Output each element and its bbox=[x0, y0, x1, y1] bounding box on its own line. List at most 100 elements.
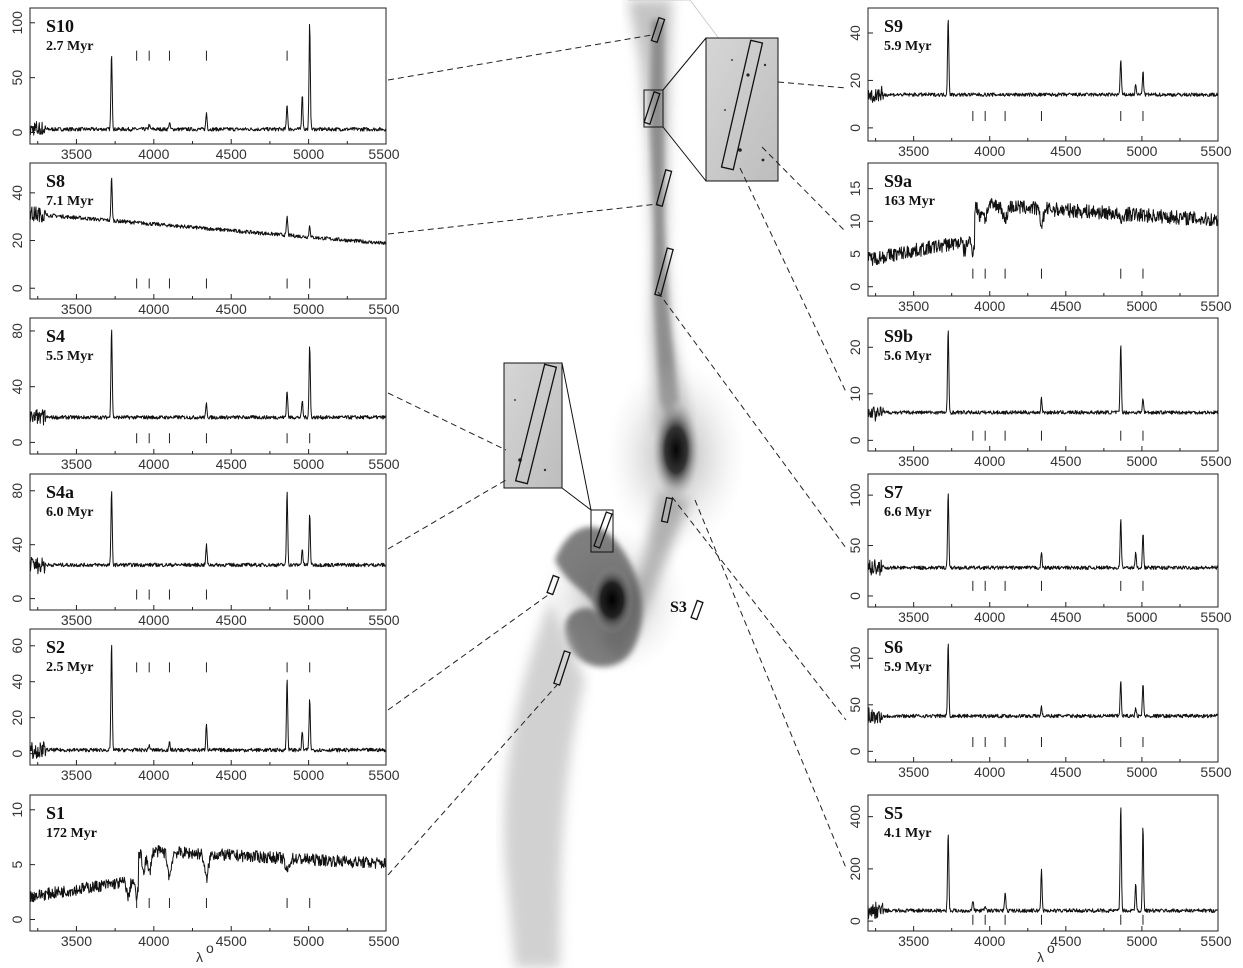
x-tick-label: 5500 bbox=[1200, 933, 1231, 949]
x-tick-label: 5500 bbox=[1200, 764, 1231, 780]
slit-s3 bbox=[690, 599, 704, 621]
y-tick-label: 0 bbox=[847, 436, 863, 444]
x-tick-label: 3500 bbox=[61, 301, 92, 317]
y-tick-label: 0 bbox=[847, 124, 863, 132]
x-tick-label: 5000 bbox=[293, 612, 324, 628]
x-tick-label: 4500 bbox=[1050, 298, 1081, 314]
y-tick-label: 0 bbox=[9, 284, 25, 292]
y-tick-label: 20 bbox=[9, 233, 25, 249]
x-tick-label: 5000 bbox=[293, 301, 324, 317]
y-tick-label: 50 bbox=[847, 697, 863, 713]
spectrum-panel-s2: 0 20 40 60 3500 4000 4500 5000 5500 S2 2.5 Myr bbox=[9, 628, 400, 783]
zoom-box-north bbox=[643, 89, 664, 128]
spectrum-line bbox=[867, 493, 1219, 576]
y-tick-label: 80 bbox=[9, 483, 25, 499]
x-tick-label: 3500 bbox=[61, 612, 92, 628]
x-tick-label: 4500 bbox=[216, 301, 247, 317]
spectrum-panel-s1: 0 5 10 3500 4000 4500 5000 5500 S1 172 Myr bbox=[9, 794, 400, 949]
slit-s8 bbox=[655, 169, 673, 207]
slit-s1 bbox=[553, 650, 571, 686]
svg-text:o: o bbox=[1047, 940, 1055, 956]
y-tick-label: 100 bbox=[9, 11, 25, 35]
x-tick-label: 3500 bbox=[898, 298, 929, 314]
x-tick-label: 3500 bbox=[898, 453, 929, 469]
zoom-box-south bbox=[590, 509, 614, 553]
spectrum-panel-s6: 0 50 100 3500 4000 4500 5000 5500 S6 5.9 Myr bbox=[847, 628, 1232, 780]
s3-label: S3 bbox=[670, 599, 687, 616]
x-tick-label: 4500 bbox=[216, 933, 247, 949]
slit-markers bbox=[546, 16, 704, 686]
south-tidal-tail bbox=[504, 600, 585, 968]
y-tick-label: 0 bbox=[847, 283, 863, 291]
panel-name: S10 bbox=[46, 16, 74, 36]
spectrum-line bbox=[29, 491, 386, 575]
panel-age: 2.5 Myr bbox=[46, 660, 93, 675]
y-tick-label: 10 bbox=[847, 386, 863, 402]
x-tick-label: 5500 bbox=[1200, 609, 1231, 625]
x-tick-label: 4000 bbox=[138, 933, 169, 949]
spectrum-line bbox=[867, 19, 1219, 103]
spectrum-line bbox=[29, 845, 387, 903]
y-tick-label: 40 bbox=[847, 25, 863, 41]
slit-s6 bbox=[660, 496, 674, 524]
x-tick-label: 4500 bbox=[1050, 453, 1081, 469]
spectrum-line bbox=[867, 330, 1219, 422]
x-tick-label: 5000 bbox=[1126, 298, 1157, 314]
x-tick-label: 5500 bbox=[1200, 298, 1231, 314]
panel-name: S2 bbox=[46, 637, 65, 657]
y-tick-label: 50 bbox=[9, 70, 25, 86]
spectrum-line bbox=[29, 23, 387, 136]
slit-s10 bbox=[650, 16, 666, 44]
left-axis-label: λ o bbox=[196, 940, 214, 965]
x-tick-label: 4000 bbox=[974, 933, 1005, 949]
panel-age: 7.1 Myr bbox=[46, 194, 93, 209]
north-nucleus bbox=[652, 400, 700, 500]
spectrum-line bbox=[867, 807, 1218, 919]
y-tick-label: 100 bbox=[847, 646, 863, 670]
spectrum-panel-s9: 0 20 40 3500 4000 4500 5000 5500 S9 5.9 Myr bbox=[847, 7, 1232, 159]
y-tick-label: 0 bbox=[9, 438, 25, 446]
inset-south bbox=[503, 362, 592, 511]
y-tick-label: 0 bbox=[9, 128, 25, 136]
x-tick-label: 5000 bbox=[293, 146, 324, 162]
spectrum-panel-s10: 0 50 100 3500 4000 4500 5000 5500 S10 2.7 Myr bbox=[9, 7, 400, 162]
x-tick-label: 5000 bbox=[293, 933, 324, 949]
right-axis-label: λ o bbox=[1037, 940, 1055, 965]
x-tick-label: 4500 bbox=[216, 146, 247, 162]
x-tick-label: 4500 bbox=[1050, 933, 1081, 949]
slit-s4 bbox=[593, 511, 613, 549]
spectrum-line bbox=[29, 644, 387, 759]
panel-age: 5.6 Myr bbox=[884, 349, 931, 364]
spectrum-panel-s9a: 0 5 10 15 3500 4000 4500 5000 5500 S9a 163 Myr bbox=[847, 162, 1232, 314]
spectrum-panel-s9b: 0 10 20 3500 4000 4500 5000 5500 S9b 5.6 Myr bbox=[847, 317, 1232, 469]
x-tick-label: 5500 bbox=[368, 301, 399, 317]
svg-text:λ: λ bbox=[196, 949, 203, 965]
y-tick-label: 400 bbox=[847, 805, 863, 829]
x-tick-label: 4500 bbox=[216, 456, 247, 472]
x-tick-label: 4500 bbox=[216, 767, 247, 783]
slit-s9 bbox=[643, 91, 661, 125]
x-tick-label: 4000 bbox=[138, 301, 169, 317]
spectrum-panel-s4: 0 40 80 3500 4000 4500 5000 5500 S4 5.5 Myr bbox=[9, 317, 400, 472]
y-tick-label: 15 bbox=[847, 181, 863, 197]
x-tick-label: 4500 bbox=[1050, 764, 1081, 780]
panel-name: S9b bbox=[884, 326, 913, 346]
panel-name: S4 bbox=[46, 326, 65, 346]
slit-s2 bbox=[546, 574, 560, 596]
y-tick-label: 0 bbox=[9, 595, 25, 603]
x-tick-label: 3500 bbox=[61, 767, 92, 783]
x-tick-label: 5000 bbox=[1126, 933, 1157, 949]
x-tick-label: 5000 bbox=[293, 456, 324, 472]
y-tick-label: 40 bbox=[9, 185, 25, 201]
y-tick-label: 200 bbox=[847, 857, 863, 881]
spectrum-line bbox=[29, 329, 387, 426]
x-tick-label: 4000 bbox=[974, 298, 1005, 314]
x-tick-label: 4500 bbox=[1050, 143, 1081, 159]
x-tick-label: 4000 bbox=[138, 612, 169, 628]
slit-s7 bbox=[654, 247, 674, 297]
y-tick-label: 60 bbox=[9, 638, 25, 654]
inset-north bbox=[662, 37, 779, 182]
panel-age: 6.0 Myr bbox=[46, 505, 93, 520]
x-tick-label: 3500 bbox=[898, 764, 929, 780]
